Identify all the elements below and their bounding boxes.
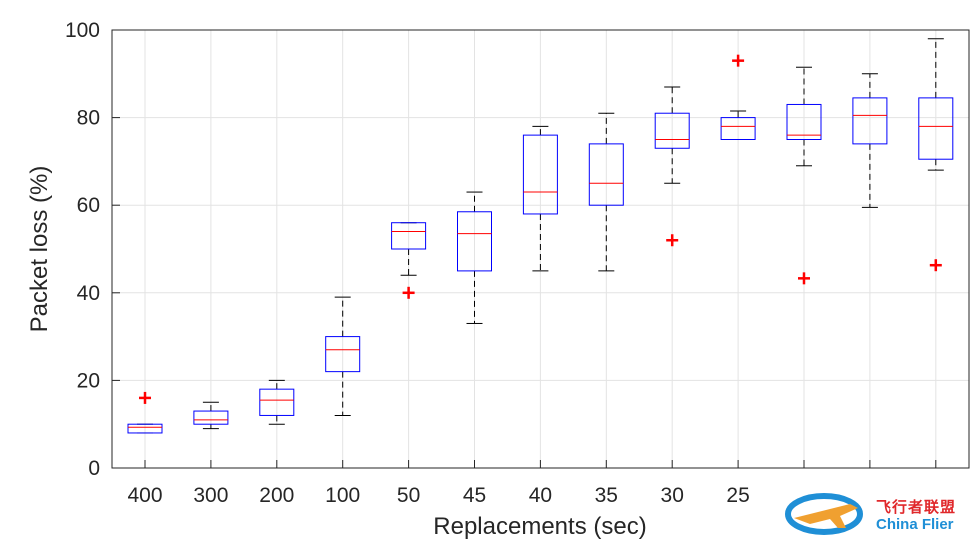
y-tick-label: 80 (77, 107, 100, 130)
iqr-box (522, 134, 558, 215)
watermark-text-cn: 飞行者联盟 (876, 498, 957, 516)
outlier-marker (139, 391, 151, 404)
outlier-marker (732, 54, 745, 67)
iqr-box (325, 336, 361, 373)
watermark-logo: 飞行者联盟 China Flier (780, 478, 976, 544)
x-axis-ticks: 400 300 200 100 50 45 40 35 30 25 (127, 460, 937, 507)
outlier-marker (666, 234, 679, 247)
box-group (588, 112, 624, 272)
iqr-box (457, 211, 492, 272)
box-group (127, 391, 163, 434)
box-group (786, 66, 822, 285)
x-axis-title: Replacements (sec) (433, 513, 646, 540)
y-tick-label: 20 (77, 369, 100, 392)
y-axis-ticks: 0 20 40 60 80 100 (65, 19, 120, 480)
iqr-box (193, 410, 229, 425)
box-group (852, 73, 888, 208)
box-group (325, 296, 361, 416)
box-group (918, 38, 954, 272)
y-tick-label: 0 (88, 457, 100, 480)
iqr-box (127, 423, 163, 434)
x-tick-label: 35 (595, 484, 618, 507)
y-tick-label: 100 (65, 19, 100, 42)
x-tick-label: 400 (127, 484, 162, 507)
watermark-text-en: China Flier (876, 516, 954, 533)
iqr-box (391, 222, 427, 250)
iqr-box (918, 97, 954, 160)
box-group (391, 222, 427, 299)
x-tick-label: 300 (193, 484, 228, 507)
y-axis-title: Packet loss (%) (26, 166, 53, 333)
x-tick-label: 200 (259, 484, 294, 507)
x-tick-label: 25 (726, 484, 749, 507)
x-tick-label: 50 (397, 484, 420, 507)
box-group (457, 191, 492, 324)
iqr-box (654, 112, 690, 149)
iqr-box (852, 97, 888, 145)
iqr-box (786, 103, 822, 140)
x-tick-label: 30 (661, 484, 684, 507)
outlier-marker (402, 286, 415, 299)
plot-area (127, 38, 954, 434)
x-tick-label: 100 (325, 484, 360, 507)
x-tick-label: 40 (529, 484, 552, 507)
iqr-box (720, 117, 756, 140)
y-tick-label: 60 (77, 194, 100, 217)
plane-logo-icon (785, 493, 863, 535)
box-group (522, 125, 558, 272)
x-tick-label: 45 (463, 484, 486, 507)
y-tick-label: 40 (77, 282, 100, 305)
iqr-box (588, 143, 624, 206)
iqr-box (259, 388, 295, 416)
outlier-marker (798, 272, 810, 285)
outlier-marker (929, 259, 942, 272)
box-group (654, 86, 690, 247)
box-group (259, 379, 295, 425)
box-group (193, 401, 229, 430)
box-group (720, 54, 756, 140)
